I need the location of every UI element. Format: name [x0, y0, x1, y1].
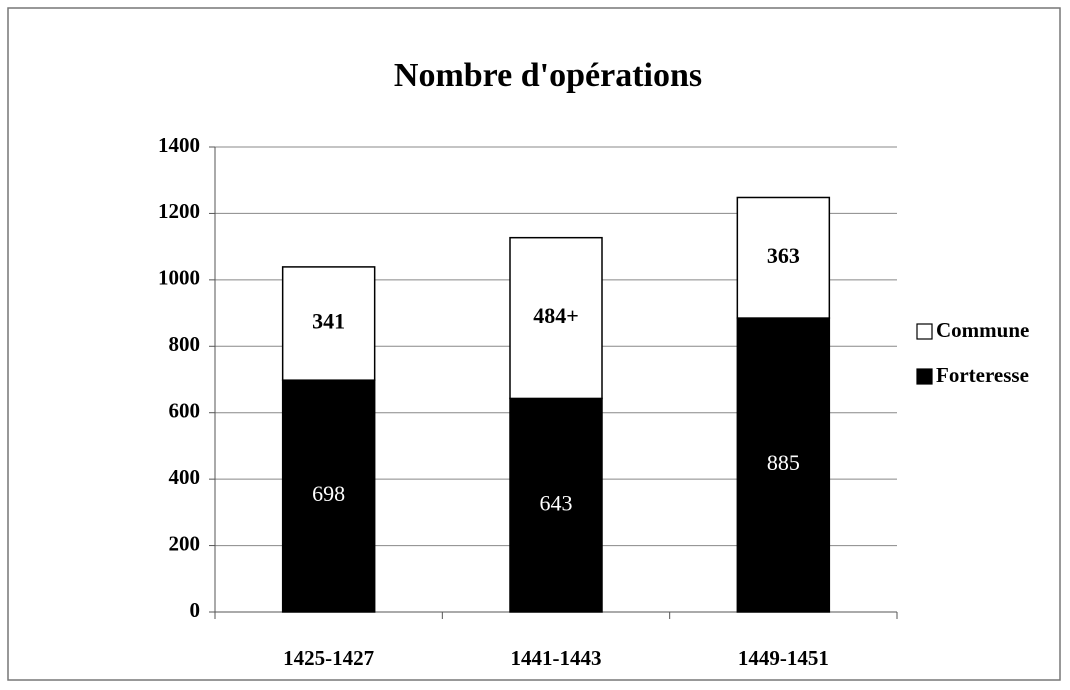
chart-title: Nombre d'opérations — [394, 57, 702, 94]
data-label: 341 — [312, 309, 345, 334]
bar-segment — [509, 236, 603, 400]
x-tick-label: 1449-1451 — [738, 646, 829, 670]
x-tick-label: 1425-1427 — [283, 646, 374, 670]
bar-segment — [736, 317, 831, 613]
legend-label: Commune — [936, 318, 1029, 342]
y-tick-label: 200 — [169, 531, 201, 555]
y-tick-label: 1400 — [158, 133, 200, 157]
bar-segment — [736, 196, 831, 319]
legend-label: Forteresse — [936, 363, 1029, 387]
data-label: 363 — [767, 243, 800, 268]
data-label: 885 — [767, 450, 800, 475]
legend-swatch — [916, 368, 933, 385]
legend-swatch — [916, 323, 933, 340]
y-tick-label: 1000 — [158, 266, 200, 290]
y-tick-label: 400 — [169, 465, 201, 489]
data-label: 484+ — [533, 303, 579, 328]
x-tick-label: 1441-1443 — [511, 646, 602, 670]
bar-segment — [281, 266, 376, 381]
data-label: 643 — [540, 490, 573, 515]
y-tick-label: 600 — [169, 399, 201, 423]
y-tick-label: 1200 — [158, 199, 200, 223]
data-label: 698 — [312, 481, 345, 506]
y-tick-label: 0 — [190, 598, 201, 622]
bar-segment — [281, 379, 376, 613]
y-tick-label: 800 — [169, 332, 201, 356]
